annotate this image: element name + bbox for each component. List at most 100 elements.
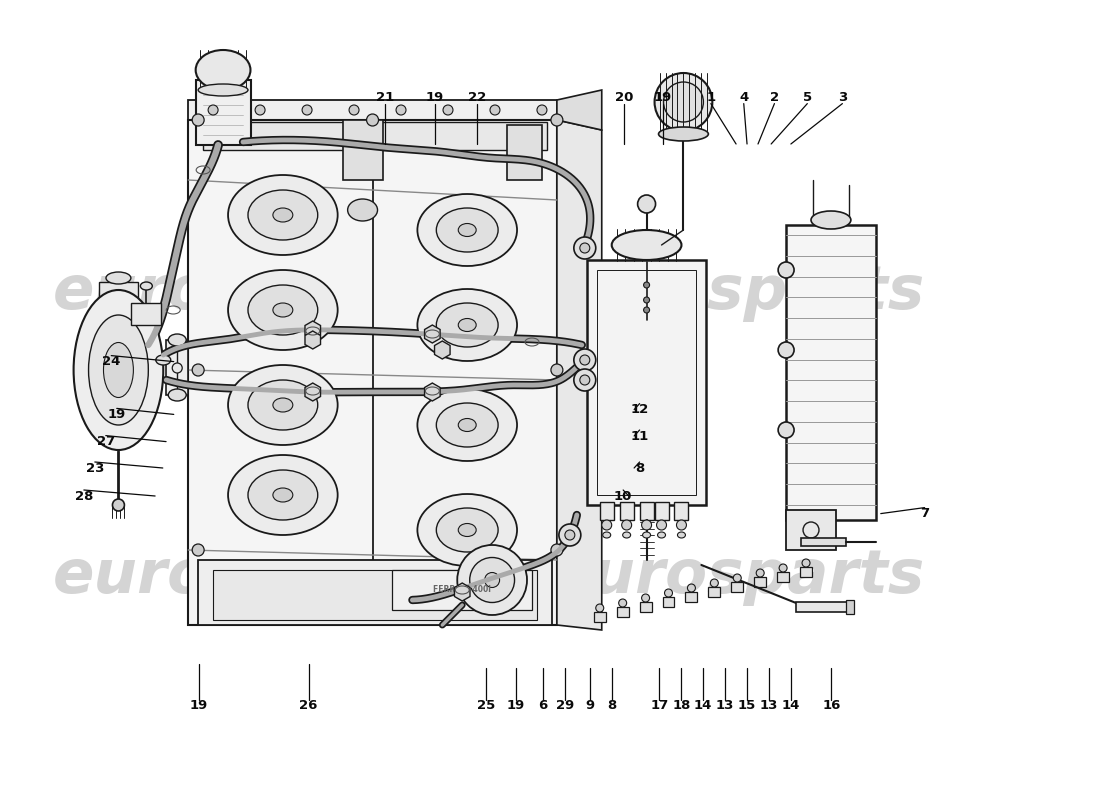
Ellipse shape — [112, 499, 124, 511]
Bar — [166, 340, 188, 395]
Bar — [594, 612, 606, 622]
Circle shape — [657, 520, 667, 530]
Circle shape — [779, 564, 788, 572]
Ellipse shape — [678, 532, 685, 538]
Circle shape — [574, 349, 596, 371]
Circle shape — [580, 243, 590, 253]
Circle shape — [551, 114, 563, 126]
Text: 19: 19 — [426, 91, 443, 104]
Circle shape — [565, 530, 575, 540]
Text: 9: 9 — [585, 699, 595, 712]
Ellipse shape — [485, 573, 499, 587]
Circle shape — [644, 297, 650, 303]
Ellipse shape — [623, 532, 630, 538]
Circle shape — [596, 604, 604, 612]
Ellipse shape — [88, 315, 148, 425]
Bar — [685, 592, 697, 602]
Polygon shape — [425, 325, 440, 343]
Text: 1: 1 — [706, 91, 715, 104]
Circle shape — [778, 342, 794, 358]
Bar — [846, 600, 854, 614]
Bar — [617, 607, 629, 617]
Ellipse shape — [459, 318, 476, 331]
Text: 15: 15 — [738, 699, 756, 712]
Bar — [99, 282, 139, 300]
Polygon shape — [434, 341, 450, 359]
Circle shape — [574, 237, 596, 259]
Ellipse shape — [248, 470, 318, 520]
Bar — [91, 305, 146, 325]
Text: 14: 14 — [694, 699, 713, 712]
Bar — [343, 120, 383, 180]
Ellipse shape — [458, 545, 527, 615]
Text: 19: 19 — [653, 91, 672, 104]
Text: 11: 11 — [630, 430, 649, 442]
Bar — [786, 510, 836, 550]
Circle shape — [551, 364, 563, 376]
Ellipse shape — [273, 398, 293, 412]
Text: 16: 16 — [823, 699, 840, 712]
Ellipse shape — [437, 508, 498, 552]
Text: 29: 29 — [556, 699, 574, 712]
Text: 28: 28 — [75, 490, 94, 502]
Ellipse shape — [459, 418, 476, 431]
Bar — [507, 125, 542, 180]
Text: 20: 20 — [615, 91, 634, 104]
Circle shape — [255, 105, 265, 115]
Circle shape — [664, 589, 672, 597]
Bar — [600, 502, 614, 520]
Circle shape — [302, 105, 312, 115]
Ellipse shape — [168, 389, 186, 401]
Text: 10: 10 — [614, 490, 632, 502]
Bar — [586, 260, 706, 505]
Bar — [708, 587, 720, 597]
Circle shape — [618, 599, 627, 607]
Ellipse shape — [228, 455, 338, 535]
Text: eurosparts: eurosparts — [551, 262, 925, 322]
Text: eurosparts: eurosparts — [53, 262, 427, 322]
Circle shape — [621, 520, 631, 530]
Text: 14: 14 — [782, 699, 800, 712]
Ellipse shape — [437, 303, 498, 347]
Ellipse shape — [168, 334, 186, 346]
Circle shape — [192, 544, 205, 556]
Polygon shape — [188, 100, 557, 120]
Circle shape — [580, 355, 590, 365]
Bar — [393, 570, 532, 610]
Ellipse shape — [273, 208, 293, 222]
Text: 12: 12 — [630, 403, 649, 416]
Circle shape — [580, 375, 590, 385]
Text: 24: 24 — [102, 355, 120, 368]
Text: 21: 21 — [376, 91, 395, 104]
Circle shape — [778, 422, 794, 438]
Circle shape — [688, 584, 695, 592]
Ellipse shape — [248, 285, 318, 335]
Circle shape — [192, 114, 205, 126]
Polygon shape — [305, 321, 320, 339]
Text: 19: 19 — [507, 699, 525, 712]
Ellipse shape — [417, 494, 517, 566]
Circle shape — [756, 569, 764, 577]
Ellipse shape — [663, 82, 703, 122]
Ellipse shape — [659, 127, 708, 141]
Ellipse shape — [642, 532, 650, 538]
Circle shape — [192, 364, 205, 376]
Text: 13: 13 — [760, 699, 778, 712]
Ellipse shape — [459, 223, 476, 237]
Ellipse shape — [228, 270, 338, 350]
Ellipse shape — [638, 195, 656, 213]
Bar — [198, 560, 552, 625]
Ellipse shape — [417, 389, 517, 461]
Text: 18: 18 — [672, 699, 691, 712]
Bar — [654, 502, 669, 520]
Text: 25: 25 — [477, 699, 495, 712]
Text: 4: 4 — [739, 91, 748, 104]
Bar — [204, 122, 363, 150]
Circle shape — [602, 520, 612, 530]
Bar — [796, 602, 851, 612]
Text: 27: 27 — [97, 435, 114, 448]
Bar — [801, 538, 846, 546]
Text: 8: 8 — [607, 699, 617, 712]
Ellipse shape — [248, 190, 318, 240]
Text: 2: 2 — [770, 91, 779, 104]
